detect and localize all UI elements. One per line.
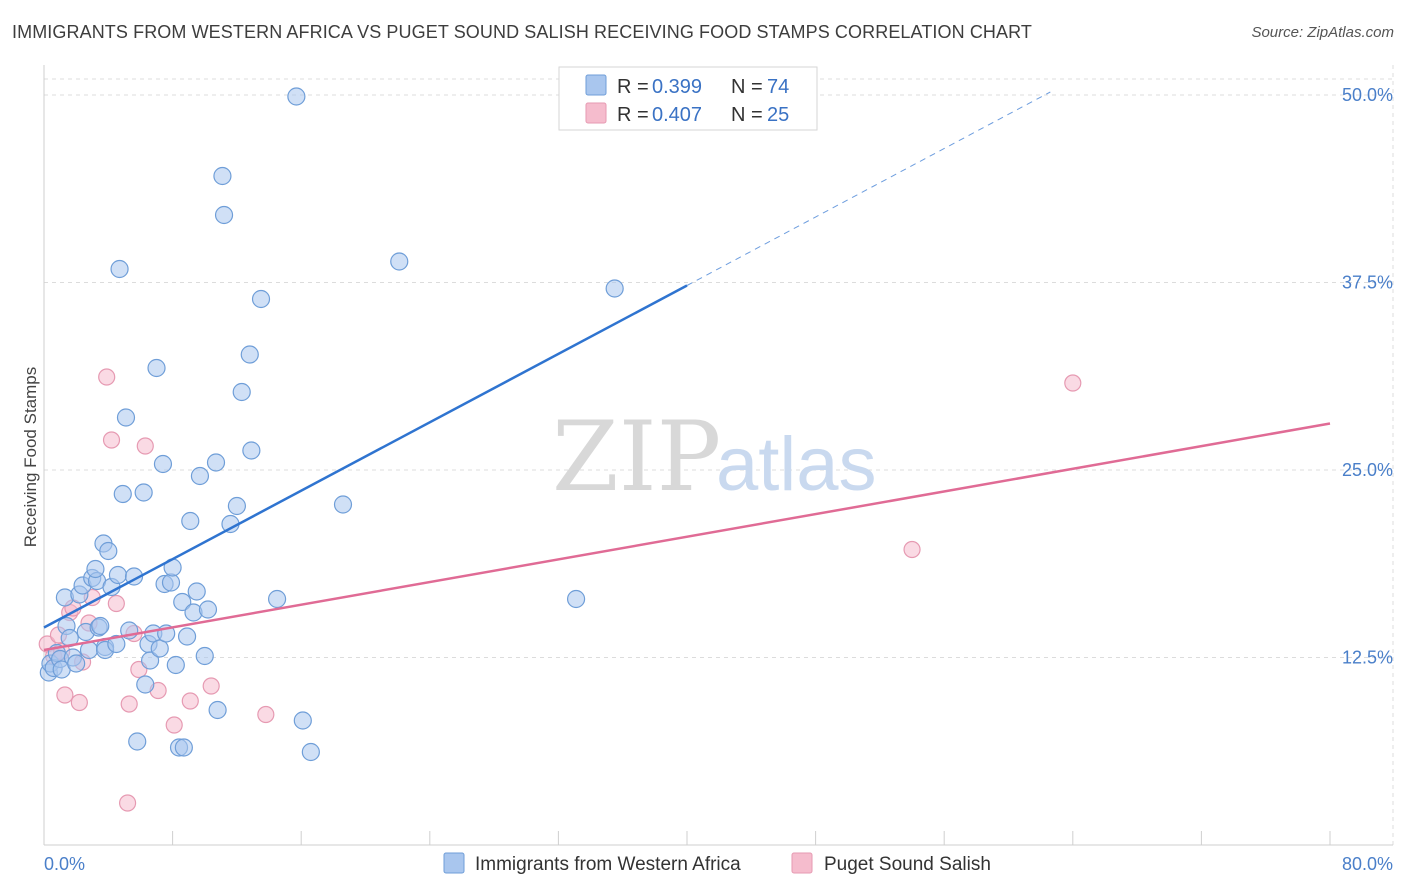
legend-n-label-1: N = [731,76,763,98]
western-africa-point-39 [150,639,169,658]
western-africa-point-19 [91,616,110,636]
puget-sound-salish-point-13 [107,594,125,613]
western-africa-point-18 [86,559,105,579]
western-africa-point-58 [213,166,232,186]
puget-sound-salish-point-22 [202,677,220,695]
western-africa-point-50 [181,511,200,531]
western-africa-point-65 [251,289,271,309]
western-africa-point-27 [110,259,129,279]
puget-sound-salish-point-23 [257,705,275,724]
series-swatch-pink [791,852,813,874]
y-tick-labels: 12.5% 25.0% 37.5% 50.0% [1342,85,1393,668]
western-africa-point-57 [208,700,227,720]
puget-sound-salish-point-24 [903,540,921,559]
puget-sound-salish-point-14 [118,794,137,812]
western-africa-trendline [43,284,688,629]
puget-sound-salish-point-4 [56,686,74,704]
puget-sound-salish-point-12 [102,431,121,449]
western-africa-point-34 [136,675,155,694]
y-tick-label-3: 50.0% [1342,85,1393,105]
western-africa-point-48 [174,738,193,757]
series-label-western-africa: Immigrants from Western Africa [475,854,741,875]
puget-sound-salish-point-15 [120,695,138,713]
western-africa-point-23 [99,541,118,561]
series-label-puget-sound-salish: Puget Sound Salish [824,854,991,875]
puget-sound-salish-point-21 [181,692,199,710]
western-africa-point-56 [206,453,226,472]
western-africa-point-26 [108,565,128,585]
legend-r-label-1: R = [617,76,649,98]
puget-sound-salish-trendline [43,422,1331,652]
legend-n-value-1: 74 [767,76,789,98]
western-africa-point-72 [566,589,586,609]
western-africa-point-62 [232,382,251,402]
western-africa-point-71 [390,252,409,271]
legend-r-value-2: 0.407 [652,104,702,126]
puget-sound-salish-point-20 [165,716,183,734]
western-africa-point-32 [128,732,147,751]
x-tick-label-max: 80.0% [1342,854,1393,874]
western-africa-point-52 [187,582,206,601]
western-africa-point-10 [67,654,86,673]
legend-r-label-2: R = [617,104,649,126]
western-africa-point-70 [333,495,353,514]
western-africa-point-63 [240,345,259,364]
y-tick-label-1: 25.0% [1342,460,1393,480]
western-africa-point-49 [177,627,197,646]
western-africa-point-68 [293,711,312,730]
western-africa-point-45 [166,655,185,675]
western-africa-point-66 [267,589,287,609]
western-africa-point-38 [147,358,166,378]
western-africa-point-25 [107,634,126,654]
western-africa-point-28 [113,484,132,504]
western-africa-point-43 [161,573,181,592]
puget-sound-salish-point-25 [1064,374,1082,392]
puget-sound-salish-point-11 [98,368,116,386]
western-africa-points [39,87,624,762]
series-legend: Immigrants from Western Africa Puget Sou… [443,852,991,875]
y-tick-label-0: 12.5% [1342,648,1393,668]
western-africa-point-29 [116,408,136,427]
western-africa-point-40 [153,454,173,474]
western-africa-point-33 [134,483,153,502]
legend-n-value-2: 25 [767,104,789,126]
western-africa-point-69 [301,742,320,762]
legend-swatch-blue [585,74,607,96]
legend-n-label-2: N = [731,104,763,126]
series-swatch-blue [443,852,465,874]
x-tick-label-min: 0.0% [44,854,85,874]
western-africa-trendline-extension [686,91,1051,286]
western-africa-point-61 [227,496,246,516]
y-axis-label: Receiving Food Stamps [21,367,40,547]
puget-sound-salish-point-18 [136,437,154,455]
western-africa-point-47 [173,592,192,612]
watermark-zip: ZIP [552,401,721,513]
legend-swatch-pink [585,102,607,124]
correlation-legend: R = 0.399 N = 74 R = 0.407 N = 25 [558,66,818,131]
western-africa-point-53 [190,466,210,486]
western-africa-point-73 [605,279,624,298]
source-credit: Source: ZipAtlas.com [1251,24,1394,41]
watermark-atlas: atlas [716,422,877,507]
western-africa-point-36 [140,651,160,670]
western-africa-point-55 [198,600,218,619]
axes [43,65,1393,846]
western-africa-point-67 [287,87,306,106]
trendlines [43,91,1331,652]
y-tick-label-2: 37.5% [1342,273,1393,293]
western-africa-point-59 [214,205,234,225]
legend-r-value-1: 0.399 [652,76,702,98]
western-africa-point-64 [242,441,261,460]
western-africa-point-54 [195,646,214,666]
chart-title: IMMIGRANTS FROM WESTERN AFRICA VS PUGET … [12,22,1032,42]
puget-sound-salish-point-7 [70,693,88,712]
